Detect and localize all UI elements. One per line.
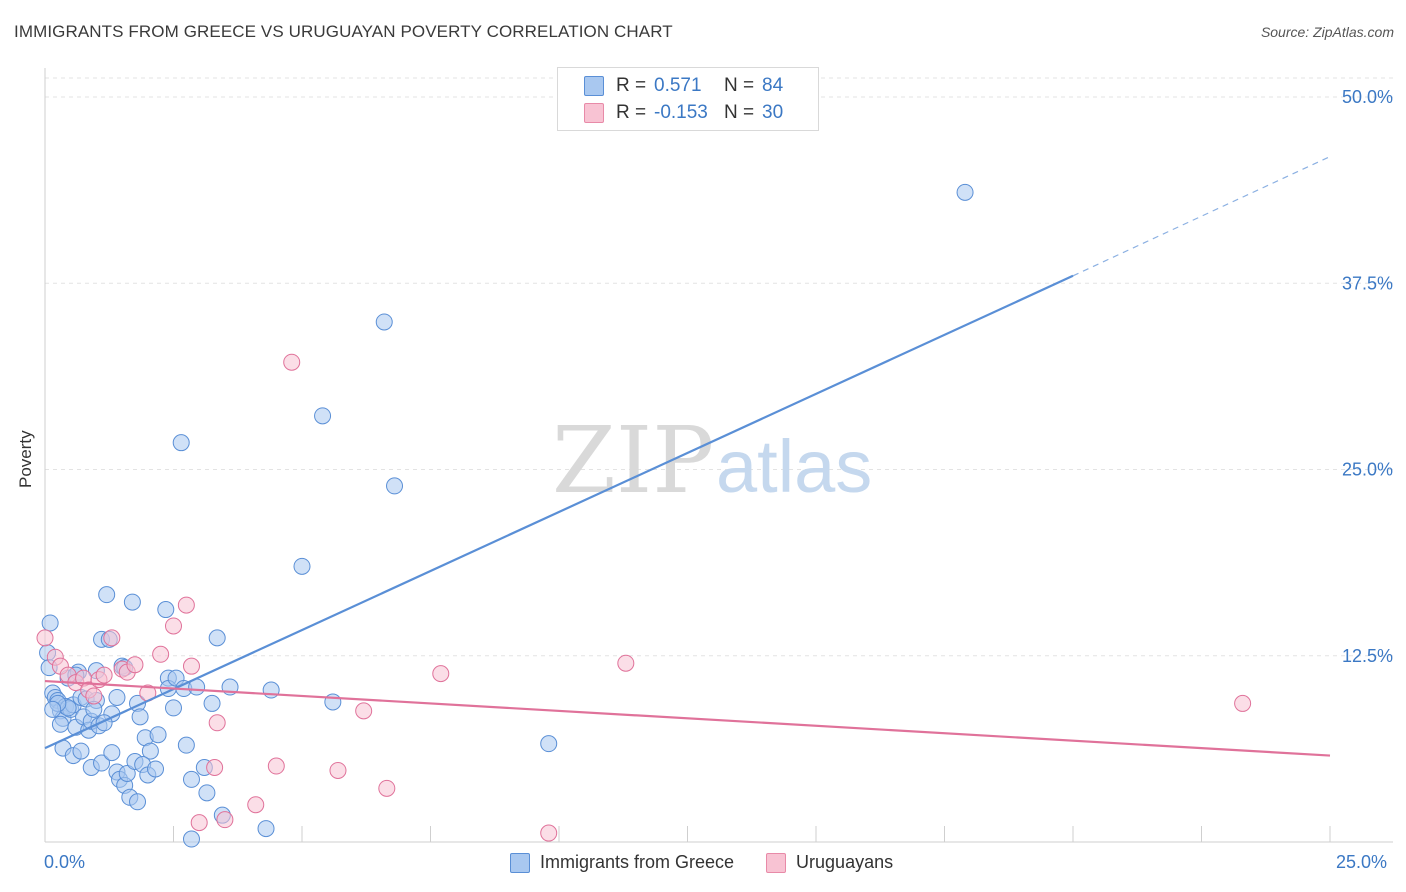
data-point <box>129 793 147 811</box>
data-point <box>190 814 208 832</box>
data-point <box>177 596 195 614</box>
trend-line-extension <box>1072 156 1331 277</box>
data-point <box>108 688 126 706</box>
data-point <box>208 714 226 732</box>
data-point <box>131 708 149 726</box>
x-tick-label-max: 25.0% <box>1336 852 1388 872</box>
trend-lines <box>44 156 1331 757</box>
data-point <box>98 586 116 604</box>
data-point <box>540 824 558 842</box>
data-point <box>283 353 301 371</box>
data-point <box>314 407 332 425</box>
legend-row-uruguayans: R = -0.153 N = 30 <box>584 102 783 124</box>
data-point <box>182 830 200 848</box>
data-point <box>141 742 159 760</box>
data-point <box>198 784 216 802</box>
data-point <box>378 779 396 797</box>
data-point <box>103 744 121 762</box>
data-point <box>329 761 347 779</box>
data-point <box>118 764 136 782</box>
axes <box>44 68 1393 843</box>
data-point <box>157 601 175 619</box>
data-point <box>85 687 103 705</box>
trend-line <box>44 274 1074 750</box>
data-point <box>36 629 54 647</box>
legend-swatch-greece <box>584 76 604 96</box>
data-point <box>216 811 234 829</box>
legend-label-uruguayans: Uruguayans <box>796 852 894 872</box>
y-tick-label: 25.0% <box>1342 460 1393 480</box>
data-point <box>149 726 167 744</box>
legend-n-value: 84 <box>762 75 784 96</box>
data-point <box>126 656 144 674</box>
source-credit: Source: ZipAtlas.com <box>1260 24 1394 40</box>
data-point <box>617 654 635 672</box>
data-point <box>147 760 165 778</box>
data-point <box>262 681 280 699</box>
legend-r-label: R = <box>616 75 647 96</box>
data-point <box>206 759 224 776</box>
x-tick-label-min: 0.0% <box>44 852 86 872</box>
y-axis-label: Poverty <box>16 430 35 488</box>
data-point <box>182 770 200 788</box>
y-tick-label: 37.5% <box>1342 273 1393 293</box>
watermark: ZIP atlas <box>552 407 872 514</box>
data-point <box>51 715 69 733</box>
watermark-zip: ZIP <box>552 407 714 514</box>
legend-swatch-uruguayans <box>766 852 787 873</box>
grid-lines <box>45 77 1393 657</box>
y-tick-label: 12.5% <box>1342 646 1393 666</box>
data-point <box>165 617 182 635</box>
y-tick-labels: 12.5% 25.0% 37.5% 50.0% <box>1342 87 1393 666</box>
y-tick-label: 50.0% <box>1342 87 1393 107</box>
data-point <box>247 796 265 814</box>
legend-label-greece: Immigrants from Greece <box>540 852 735 872</box>
data-point <box>182 657 200 675</box>
legend-r-label: R = <box>616 102 647 123</box>
legend-swatch-uruguayans <box>584 103 604 123</box>
legend-row-greece: R = 0.571 N = 84 <box>584 75 783 97</box>
watermark-atlas: atlas <box>716 425 872 508</box>
correlation-legend: R = 0.571 N = 84 R = -0.153 N = 30 <box>557 67 819 131</box>
legend-swatch-greece <box>510 852 530 873</box>
chart-title: IMMIGRANTS FROM GREECE VS URUGUAYAN POVE… <box>14 22 673 41</box>
data-point <box>956 183 974 201</box>
data-point <box>257 820 275 838</box>
data-point <box>95 666 113 684</box>
data-point <box>386 477 404 495</box>
series-greece-points <box>39 183 974 848</box>
data-point <box>293 557 311 575</box>
data-point <box>355 702 373 720</box>
data-point <box>152 645 170 663</box>
series-uruguayans-points <box>36 353 1252 842</box>
data-point <box>44 700 62 718</box>
legend-n-label: N = <box>724 102 755 123</box>
data-point <box>177 736 195 754</box>
data-point <box>432 665 450 683</box>
data-point <box>540 735 558 753</box>
series-legend: Immigrants from Greece Uruguayans <box>510 852 893 873</box>
trend-line <box>44 679 1331 757</box>
data-point <box>103 629 121 647</box>
data-point <box>93 754 111 772</box>
data-point <box>267 757 285 775</box>
data-point <box>41 614 59 632</box>
data-point <box>375 313 393 331</box>
data-point <box>165 699 182 717</box>
data-point <box>208 629 226 647</box>
data-point <box>1234 694 1252 712</box>
data-point <box>324 693 342 711</box>
legend-r-value: 0.571 <box>654 75 702 96</box>
legend-n-value: 30 <box>762 102 784 123</box>
legend-r-value: -0.153 <box>654 102 708 123</box>
data-point <box>172 434 190 452</box>
data-point <box>203 694 221 712</box>
data-point <box>72 742 90 760</box>
data-point <box>123 593 141 611</box>
legend-n-label: N = <box>724 75 755 96</box>
